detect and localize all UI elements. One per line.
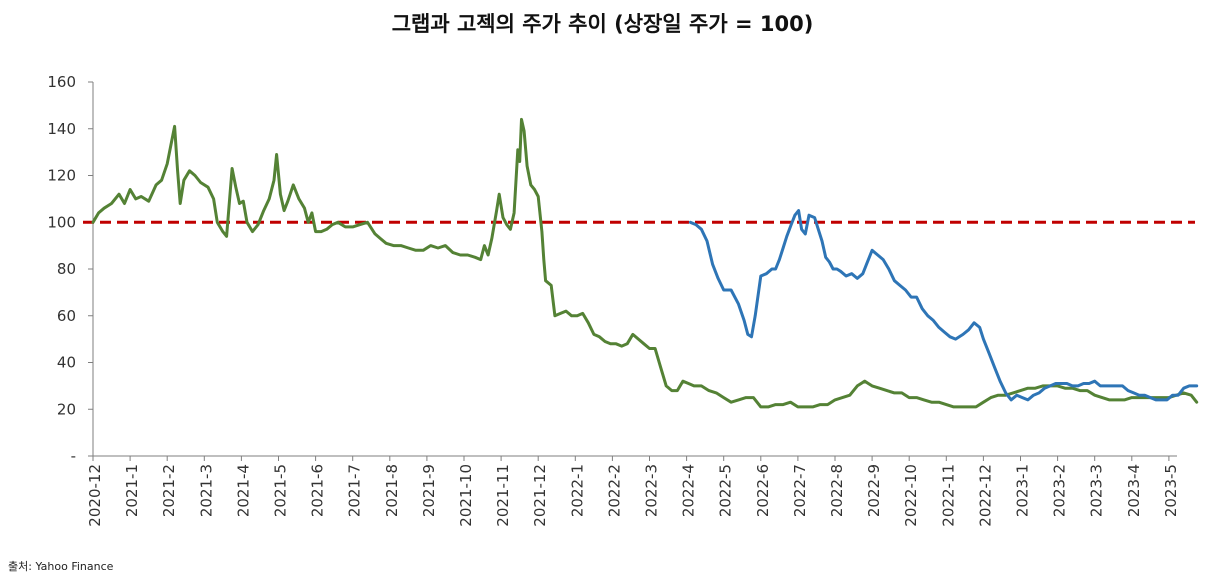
x-tick-label: 2021-11 (494, 464, 512, 527)
x-tick-label: 2021-7 (346, 464, 364, 517)
x-tick-label: 2023-1 (1014, 464, 1032, 517)
x-tick-label: 2020-12 (86, 464, 104, 527)
series-group (91, 117, 1199, 409)
x-tick-label: 2021-8 (383, 464, 401, 517)
y-tick-label: 60 (57, 307, 76, 325)
x-tick-label: 2022-12 (976, 464, 994, 527)
chart-title: 그랩과 고젝의 주가 추이 (상장일 주가 = 100) (391, 12, 814, 36)
y-tick-label: 40 (57, 354, 76, 372)
x-tick-label: 2021-9 (420, 464, 438, 517)
y-tick-label: - (71, 447, 76, 465)
x-tick-label: 2022-7 (791, 464, 809, 517)
y-tick-label: 120 (47, 167, 76, 185)
x-tick-label: 2021-5 (272, 464, 290, 517)
x-tick-label: 2022-1 (568, 464, 586, 517)
x-tick-label: 2022-3 (643, 464, 661, 517)
x-tick-label: 2022-6 (754, 464, 772, 517)
x-tick-label: 2022-10 (902, 464, 920, 527)
y-tick-label: 80 (57, 260, 76, 278)
x-axis: 2020-12 2021-1 2021-2 2021-3 2021-4 2021-5 202… (86, 455, 1180, 527)
series-line-2 (688, 209, 1199, 402)
x-tick-label: 2021-1 (123, 464, 141, 517)
x-tick-label: 2023-5 (1162, 464, 1180, 517)
x-tick-label: 2023-2 (1051, 464, 1069, 517)
x-tick-label: 2021-6 (309, 464, 327, 517)
x-tick-label: 2022-8 (828, 464, 846, 517)
x-tick-label: 2023-4 (1125, 464, 1143, 517)
x-tick-label: 2023-3 (1088, 464, 1106, 517)
y-axis: - 20 40 60 80 100 120 140 160 (47, 73, 94, 465)
x-tick-label: 2021-2 (160, 464, 178, 517)
x-tick-label: 2022-9 (865, 464, 883, 517)
x-tick-label: 2022-4 (680, 464, 698, 517)
y-tick-label: 140 (47, 120, 76, 138)
x-tick-label: 2022-5 (717, 464, 735, 517)
x-tick-label: 2022-2 (605, 464, 623, 517)
x-tick-label: 2021-4 (234, 464, 252, 517)
y-tick-label: 160 (47, 73, 76, 91)
y-tick-label: 20 (57, 400, 76, 418)
y-tick-label: 100 (47, 213, 76, 231)
source-note: 출처: Yahoo Finance (8, 560, 114, 573)
series-line-1 (91, 117, 1199, 409)
x-tick-label: 2022-11 (939, 464, 957, 527)
x-tick-label: 2021-12 (531, 464, 549, 527)
x-tick-label: 2021-3 (197, 464, 215, 517)
x-tick-label: 2021-10 (457, 464, 475, 527)
